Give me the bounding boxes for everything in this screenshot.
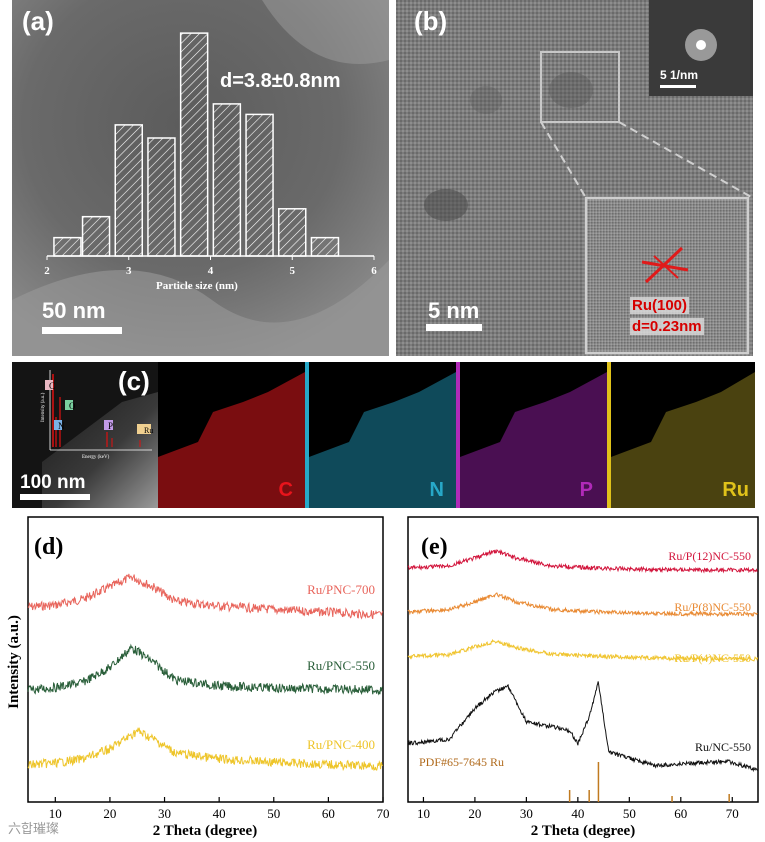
map-nitrogen: N <box>309 362 456 508</box>
histogram-bar <box>278 208 307 257</box>
tick-label: 50 <box>623 806 636 821</box>
tick-label: 10 <box>417 806 430 821</box>
tick-label: 4 <box>208 265 214 277</box>
map-divider <box>607 362 611 508</box>
tick-label: 20 <box>468 806 481 821</box>
xrd-series-line <box>407 549 758 574</box>
scale-bar-c <box>20 494 90 500</box>
scale-bar-b <box>426 324 482 331</box>
series-label-e: Ru/P(12)NC-550 <box>668 549 751 563</box>
plot-frame <box>407 516 759 803</box>
histogram-ticks: 2 3 4 5 6 <box>44 256 377 277</box>
panel-b: (b) 5 1/nm 5 nm Ru(100) d=0.23nm <box>396 0 753 356</box>
scale-bar-c-label: 100 nm <box>20 472 86 493</box>
xrd-chart-e: 10 20 30 40 50 60 70 (e) 2 Theta (degree) Ru/P… <box>407 516 759 839</box>
map-ruthenium: Ru <box>611 362 755 508</box>
eds-ylabel: Intensity (a.u.) <box>41 392 46 422</box>
histogram-bars <box>53 32 340 257</box>
tick-label: 60 <box>322 806 335 821</box>
eds-peak-label: P <box>108 421 113 431</box>
xrd-series-line <box>407 681 758 773</box>
histogram-bar <box>179 32 209 257</box>
panel-b-label: (b) <box>414 6 448 36</box>
map-label-ru: Ru <box>722 479 749 501</box>
d-spacing-label: d=0.23nm <box>630 318 704 335</box>
series-label-e: Ru/P(4)NC-550 <box>674 651 751 665</box>
histogram-bar <box>147 137 176 257</box>
map-label-n: N <box>429 479 444 501</box>
scale-bar-b-label: 5 nm <box>428 298 480 323</box>
haadf-image: C O N P Ru Intensity (a.u.) Energy (keV) <box>12 362 158 508</box>
histogram-bar <box>81 215 111 257</box>
tick-label: 30 <box>158 806 171 821</box>
panel-e-label: (e) <box>421 534 448 560</box>
map-divider <box>305 362 309 508</box>
series-label-d: Ru/PNC-400 <box>307 737 375 752</box>
tick-label: 10 <box>49 806 62 821</box>
eds-peak-label: C <box>49 381 55 391</box>
tick-label: 40 <box>571 806 584 821</box>
xrd-series-line <box>27 726 384 772</box>
map-divider <box>456 362 460 508</box>
xaxis-label-e: 2 Theta (degree) <box>531 823 635 839</box>
map-label-c: C <box>278 479 293 501</box>
yaxis-label-d: Intensity (a.u.) <box>6 615 22 709</box>
tick-label: 3 <box>126 265 132 277</box>
tick-label: 30 <box>520 806 533 821</box>
size-annotation: d=3.8±0.8nm <box>220 70 341 92</box>
panel-e: 10 20 30 40 50 60 70 (e) 2 Theta (degree) Ru/P… <box>403 512 765 842</box>
tick-label: 60 <box>674 806 687 821</box>
plot-frame <box>27 516 384 803</box>
xrd-series-line <box>407 592 758 618</box>
xaxis-label-d: 2 Theta (degree) <box>153 823 257 839</box>
panel-a-label: (a) <box>22 6 54 36</box>
series-label-d: Ru/PNC-550 <box>307 658 375 673</box>
histogram-bar <box>53 236 82 257</box>
xrd-series-line <box>27 573 384 620</box>
scale-bar-a <box>42 327 122 334</box>
histogram-bar <box>114 124 143 257</box>
histogram-bar <box>212 103 242 257</box>
map-label-p: P <box>579 479 593 501</box>
series-label-e: Ru/P(8)NC-550 <box>674 600 751 614</box>
histogram-bar <box>245 113 274 257</box>
tick-label: 40 <box>213 806 226 821</box>
panel-d-label: (d) <box>34 534 63 560</box>
tick-label: 50 <box>267 806 280 821</box>
panel-b-image <box>396 0 753 356</box>
eds-peak-label: O <box>69 401 76 411</box>
panel-d: 10 20 30 40 50 60 70 (d) 2 Theta (degree) Inte… <box>0 512 395 842</box>
histogram-bar <box>310 236 340 257</box>
fft-scale-bar <box>660 85 696 88</box>
tick-label: 5 <box>290 265 296 277</box>
tick-label: 70 <box>377 806 390 821</box>
panel-a: 2 3 4 5 6 (a) d=3.8±0.8nm Particle size (nm)… <box>12 0 389 356</box>
histogram-xlabel: Particle size (nm) <box>156 280 238 292</box>
scale-bar-a-label: 50 nm <box>42 298 106 323</box>
tick-label: 6 <box>371 265 377 277</box>
reference-label: PDF#65-7645 Ru <box>419 755 504 769</box>
tick-label: 2 <box>44 265 50 277</box>
tick-label: 20 <box>103 806 116 821</box>
tick-label: 70 <box>726 806 739 821</box>
panel-a-image: 2 3 4 5 6 <box>12 0 389 356</box>
panel-c-label: (c) <box>118 366 150 396</box>
watermark: 六합璀璨 <box>8 822 59 837</box>
map-phosphorus: P <box>460 362 607 508</box>
lattice-plane-label: Ru(100) <box>630 297 690 314</box>
eds-peak-label: N <box>58 421 65 431</box>
lattice-marker <box>641 246 689 284</box>
series-label-e: Ru/NC-550 <box>695 740 751 754</box>
xrd-chart-d: 10 20 30 40 50 60 70 (d) 2 Theta (degree) Inte… <box>6 516 390 839</box>
panel-c: C O N P Ru Intensity (a.u.) Energy (keV)… <box>12 362 755 508</box>
eds-peak-label: Ru <box>144 426 153 435</box>
map-carbon: C <box>158 362 305 508</box>
eds-xlabel: Energy (keV) <box>82 455 110 460</box>
xrd-series-line <box>27 643 384 696</box>
series-label-d: Ru/PNC-700 <box>307 582 375 597</box>
xrd-series-line <box>407 638 759 663</box>
fft-scale-label: 5 1/nm <box>660 68 699 82</box>
